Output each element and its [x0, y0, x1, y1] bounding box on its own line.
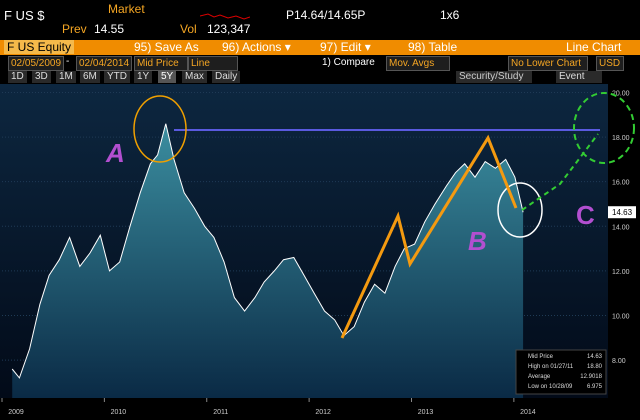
start-date[interactable]: 02/05/2009	[8, 56, 65, 71]
y-tick-label: 10.00	[612, 313, 630, 320]
circle-c	[573, 92, 635, 164]
chart-kind: Line Chart	[566, 40, 622, 54]
toolbar-button[interactable]: 97) Edit ▾	[320, 40, 371, 54]
price-line	[11, 123, 524, 379]
date-dash: -	[66, 56, 70, 67]
axis-background	[608, 84, 640, 420]
legend-label: Average	[528, 374, 551, 380]
legend-label: Mid Price	[528, 354, 554, 360]
y-tick-label: 8.00	[612, 358, 626, 365]
security[interactable]: F US Equity	[4, 40, 75, 54]
vol-value: 123,347	[207, 22, 251, 36]
legend-label: Low on 10/28/09	[528, 384, 573, 390]
period-button[interactable]: Daily	[212, 71, 241, 83]
toolbar-button[interactable]: 96) Actions ▾	[222, 40, 291, 54]
period-button[interactable]: 6M	[80, 71, 100, 83]
chart: 8.00 10.00 12.00 14.00 16.00 18.00 20.00 2009 20…	[0, 84, 640, 420]
period-button[interactable]: 1M	[56, 71, 76, 83]
sparkline	[200, 13, 250, 20]
circle-a	[133, 95, 187, 163]
legend-label: High on 01/27/11	[528, 364, 574, 370]
period-button[interactable]: YTD	[104, 71, 130, 83]
y-tick-label: 18.00	[612, 135, 630, 142]
prev-value: 14.55	[94, 22, 125, 36]
projection	[521, 133, 599, 211]
end-date[interactable]: 02/04/2014	[76, 56, 133, 71]
quote: P14.64/14.65P	[286, 8, 366, 22]
x-tick-label: 2012	[315, 409, 331, 416]
trend-path	[340, 134, 518, 339]
area	[12, 123, 524, 398]
mov-avgs[interactable]: Mov. Avgs	[386, 56, 450, 71]
period-button[interactable]: 5Y	[158, 71, 177, 83]
circle-b	[497, 182, 543, 238]
size: 1x6	[440, 8, 460, 22]
vol-label: Vol	[180, 22, 197, 36]
x-tick-label: 2010	[111, 409, 127, 416]
price-tag: 14.63	[612, 208, 633, 217]
y-tick-label: 20.00	[612, 90, 630, 97]
prev-label: Prev	[62, 22, 87, 36]
ticker: F US $	[4, 8, 45, 23]
legend-value: 14.63	[587, 354, 603, 360]
legend-box	[515, 349, 607, 395]
period-button[interactable]: 1D	[8, 71, 27, 83]
toolbar-button[interactable]: 98) Table	[408, 40, 458, 54]
legend-value: 12.9018	[580, 374, 602, 380]
field-select[interactable]: Mid Price	[134, 56, 188, 71]
label-c: C	[576, 200, 595, 230]
label-a: A	[105, 138, 125, 168]
legend-value: 18.80	[587, 364, 603, 370]
market-label: Market	[108, 2, 145, 16]
period-button[interactable]: Max	[182, 71, 207, 83]
period-button[interactable]: 1Y	[134, 71, 153, 83]
y-tick-label: 16.00	[612, 180, 630, 187]
security-study[interactable]: Security/Study	[456, 71, 532, 83]
label-b: B	[468, 226, 487, 256]
event[interactable]: Event	[556, 71, 602, 83]
y-tick-label: 12.00	[612, 269, 630, 276]
currency[interactable]: USD	[596, 56, 624, 71]
x-tick-label: 2013	[418, 409, 434, 416]
x-tick-label: 2011	[213, 409, 228, 416]
compare[interactable]: 1) Compare	[322, 57, 375, 68]
x-tick-label: 2014	[520, 409, 536, 416]
toolbar-button[interactable]: 95) Save As	[134, 40, 199, 54]
style-select[interactable]: Line	[188, 56, 238, 71]
period-button[interactable]: 3D	[32, 71, 51, 83]
title-bar: F US Equity 95) Save As 96) Actions ▾ 97…	[0, 40, 640, 55]
lower-chart[interactable]: No Lower Chart	[508, 56, 588, 71]
legend-value: 6.975	[587, 384, 603, 390]
x-tick-label: 2009	[8, 409, 24, 416]
price-tag-box	[608, 206, 636, 219]
y-tick-label: 14.00	[612, 224, 630, 231]
